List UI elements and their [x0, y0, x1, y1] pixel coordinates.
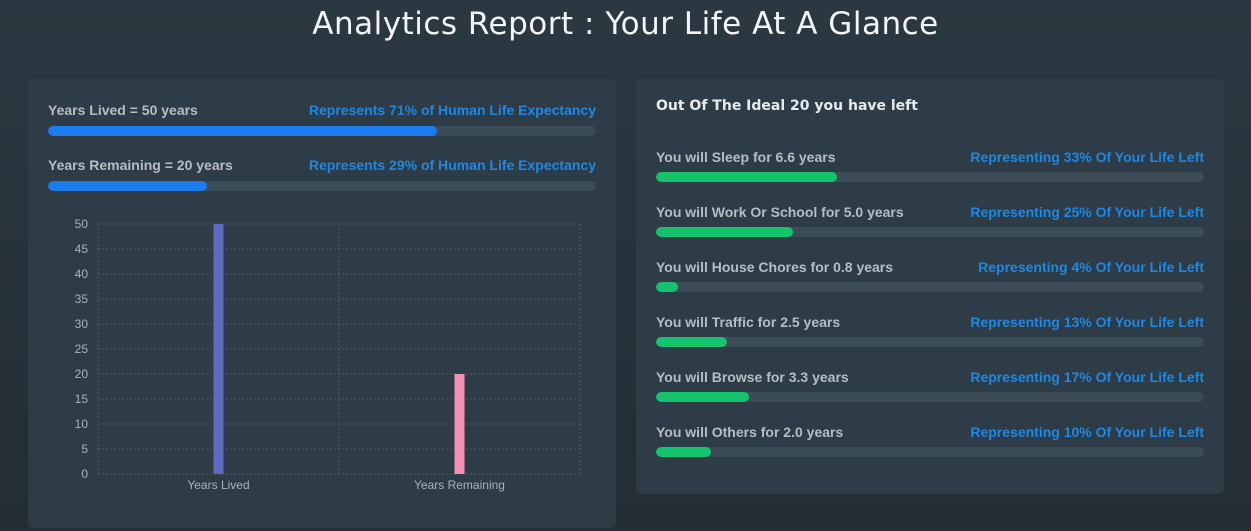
breakdown-item-label: You will Browse for 3.3 years: [656, 369, 849, 385]
breakdown-heading: Out Of The Ideal 20 you have left: [656, 98, 918, 114]
breakdown-item-progress-fill: [656, 392, 750, 402]
bar-years-remaining: [454, 374, 465, 474]
years-remaining-progress-fill: [48, 181, 207, 191]
years-remaining-note: Represents 29% of Human Life Expectancy: [308, 157, 596, 173]
y-tick-label: 25: [75, 342, 89, 356]
breakdown-item-progress: [656, 227, 1204, 237]
breakdown-item-sleep: You will Sleep for 6.6 years Representin…: [656, 149, 1204, 185]
life-bar-chart: 0 5 10 15 20 25 30 35 40 45 50 Years Lived Years Rem…: [75, 217, 581, 492]
breakdown-item-note: Representing 10% Of Your Life Left: [970, 424, 1204, 440]
breakdown-item-progress-fill: [656, 447, 711, 457]
breakdown-item-progress-fill: [656, 337, 728, 347]
years-lived-stat: Years Lived = 50 years Represents 71% of…: [48, 102, 596, 138]
y-tick-label: 15: [75, 392, 89, 406]
breakdown-item-label: You will Others for 2.0 years: [656, 424, 844, 440]
years-lived-progress-fill: [48, 126, 438, 136]
breakdown-item-label: You will Sleep for 6.6 years: [656, 149, 836, 165]
y-tick-label: 45: [75, 242, 89, 256]
years-lived-note: Represents 71% of Human Life Expectancy: [308, 102, 596, 118]
breakdown-item-progress: [656, 172, 1204, 182]
y-tick-label: 40: [75, 267, 89, 281]
breakdown-item-label: You will Traffic for 2.5 years: [656, 314, 841, 330]
breakdown-item-traffic: You will Traffic for 2.5 years Represent…: [656, 314, 1204, 350]
years-lived-label: Years Lived = 50 years: [48, 102, 198, 118]
breakdown-item-progress: [656, 447, 1204, 457]
life-summary-card: Years Lived = 50 years Represents 71% of…: [28, 79, 616, 528]
y-tick-label: 50: [75, 217, 89, 231]
y-tick-label: 0: [81, 467, 88, 481]
years-lived-progress: [48, 126, 596, 136]
breakdown-item-progress-fill: [656, 282, 678, 292]
breakdown-item-progress-fill: [656, 227, 793, 237]
years-remaining-stat: Years Remaining = 20 years Represents 29…: [48, 157, 596, 193]
breakdown-item-chores: You will House Chores for 0.8 years Repr…: [656, 259, 1204, 295]
breakdown-item-progress-fill: [656, 172, 837, 182]
years-remaining-progress: [48, 181, 596, 191]
breakdown-item-note: Representing 4% Of Your Life Left: [978, 259, 1204, 275]
breakdown-item-label: You will House Chores for 0.8 years: [656, 259, 894, 275]
breakdown-item-progress: [656, 337, 1204, 347]
breakdown-item-note: Representing 25% Of Your Life Left: [970, 204, 1204, 220]
x-category-label: Years Remaining: [414, 478, 505, 492]
y-tick-label: 20: [75, 367, 89, 381]
years-remaining-label: Years Remaining = 20 years: [48, 157, 233, 173]
page-title: Analytics Report : Your Life At A Glance: [312, 6, 939, 42]
x-category-label: Years Lived: [187, 478, 249, 492]
y-tick-label: 30: [75, 317, 89, 331]
y-tick-label: 5: [81, 442, 88, 456]
bar-years-lived: [213, 224, 224, 474]
breakdown-item-note: Representing 13% Of Your Life Left: [970, 314, 1204, 330]
breakdown-item-note: Representing 33% Of Your Life Left: [970, 149, 1204, 165]
breakdown-item-progress: [656, 282, 1204, 292]
time-breakdown-card: Out Of The Ideal 20 you have left You wi…: [636, 79, 1224, 494]
breakdown-item-work: You will Work Or School for 5.0 years Re…: [656, 204, 1204, 240]
y-tick-label: 35: [75, 292, 89, 306]
breakdown-item-progress: [656, 392, 1204, 402]
breakdown-item-browse: You will Browse for 3.3 years Representi…: [656, 369, 1204, 405]
breakdown-item-label: You will Work Or School for 5.0 years: [656, 204, 904, 220]
breakdown-item-note: Representing 17% Of Your Life Left: [970, 369, 1204, 385]
y-tick-label: 10: [75, 417, 89, 431]
breakdown-item-others: You will Others for 2.0 years Representi…: [656, 424, 1204, 460]
